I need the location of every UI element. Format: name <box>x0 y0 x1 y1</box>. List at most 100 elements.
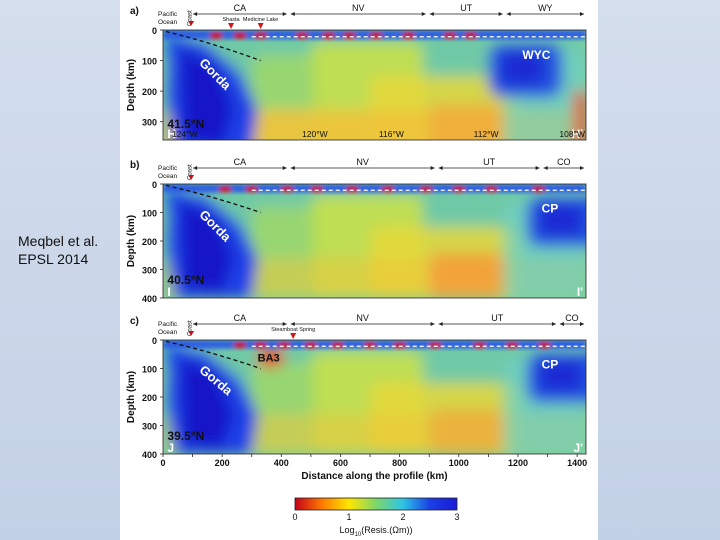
blob <box>429 408 504 454</box>
surface-conductor <box>443 31 457 40</box>
state-arrow-right <box>282 12 287 16</box>
resistivity-section <box>163 340 586 454</box>
surface-conductor <box>464 31 478 40</box>
y-tick-label: 200 <box>142 87 157 97</box>
y-tick-label: 400 <box>142 450 157 460</box>
state-arrow-left <box>506 12 511 16</box>
state-label: NV <box>356 313 369 323</box>
surface-conductor <box>532 185 546 193</box>
state-arrow-left <box>193 322 198 326</box>
citation: Meqbel et al. EPSL 2014 <box>18 232 98 268</box>
y-tick-label: 300 <box>142 266 157 276</box>
surface-conductor <box>218 185 232 193</box>
block-label: WYC <box>522 48 550 62</box>
x-tick-label: 1000 <box>449 458 469 468</box>
surface-conductor <box>538 341 552 349</box>
state-label: UT <box>483 157 495 167</box>
surface-conductor <box>310 185 324 193</box>
colorbar-label: Log10(Resis.(Ωm)) <box>340 525 413 538</box>
state-label: CA <box>234 313 247 323</box>
state-arrow-right <box>282 322 287 326</box>
state-label: CA <box>234 157 247 167</box>
surface-conductor <box>484 185 498 193</box>
surface-conductor <box>245 185 259 193</box>
coast-label: Coast <box>188 320 194 336</box>
latitude-label: 41.5°N <box>167 117 204 131</box>
surface-conductor <box>254 31 268 40</box>
colorbar-tick-label: 1 <box>346 512 351 522</box>
surface-conductor <box>280 185 294 193</box>
profile-end-right: J' <box>574 441 584 455</box>
block-core <box>500 51 545 85</box>
citation-journal: EPSL 2014 <box>18 251 89 267</box>
state-label: UT <box>491 313 503 323</box>
state-label: UT <box>460 3 472 13</box>
state-arrow-left <box>438 166 443 170</box>
volcano-marker <box>290 333 297 339</box>
state-label: WY <box>538 3 553 13</box>
x-tick-label: 0 <box>160 458 165 468</box>
surface-conductor <box>209 31 223 40</box>
panel-2: b) 0 100 200 300 400 Depth (km) CA NV UT CO Pacific… <box>126 157 587 304</box>
latitude-label: 39.5°N <box>167 429 204 443</box>
surface-conductor <box>304 341 318 349</box>
state-arrow-left <box>290 12 295 16</box>
blob <box>429 252 504 298</box>
citation-authors: Meqbel et al. <box>18 233 99 249</box>
volcano-marker <box>257 23 264 29</box>
coast-label: Coast <box>188 10 194 26</box>
volcano-label: Steamboat Spring <box>271 327 315 333</box>
surface-conductor <box>342 31 356 40</box>
state-arrow-right <box>580 12 584 16</box>
state-label: CO <box>557 157 571 167</box>
longitude-label: 116°W <box>379 129 404 139</box>
gorda-core <box>180 201 234 293</box>
profile-end-right: I' <box>577 285 583 299</box>
surface-conductor <box>473 341 487 349</box>
state-arrow-right <box>551 322 556 326</box>
surface-conductor <box>233 31 247 40</box>
y-tick-label: 400 <box>142 294 157 304</box>
panel-letter: c) <box>130 316 139 327</box>
x-axis-label: Distance along the profile (km) <box>301 471 447 482</box>
surface-conductor <box>419 185 433 193</box>
x-tick-label: 800 <box>392 458 407 468</box>
y-axis-label: Depth (km) <box>126 215 137 267</box>
coast-marker <box>188 331 195 336</box>
y-tick-label: 0 <box>152 26 157 36</box>
surface-conductor <box>402 31 416 40</box>
state-arrow-right <box>498 12 503 16</box>
profile-end-left: I <box>167 285 170 299</box>
colorbar-label-prefix: Log <box>340 525 355 535</box>
colorbar-tick-label: 3 <box>454 512 459 522</box>
colorbar-tick-label: 0 <box>292 512 297 522</box>
state-arrow-right <box>282 166 287 170</box>
y-tick-label: 100 <box>142 57 157 67</box>
colorbar-tick-label: 2 <box>400 512 405 522</box>
resistivity-section <box>163 30 586 140</box>
profile-end-right: H' <box>572 127 584 141</box>
gorda-core <box>180 48 234 140</box>
coast-label: Coast <box>188 164 194 180</box>
resistivity-blobs <box>163 30 586 140</box>
anomaly-label: BA3 <box>258 352 280 364</box>
pacific-label: Pacific <box>158 321 178 328</box>
block-core <box>538 359 584 392</box>
surface-conductor <box>369 31 383 40</box>
surface-resistive <box>163 184 586 193</box>
surface-conductor <box>345 185 359 193</box>
panel-3: c) 0 100 200 300 400 Depth (km) CA NV UT CO Pacific… <box>126 313 587 482</box>
state-arrow-left <box>290 166 295 170</box>
pacific-label: Pacific <box>158 11 178 18</box>
surface-conductor <box>505 341 519 349</box>
surface-conductor <box>393 341 407 349</box>
x-tick-label: 1200 <box>508 458 528 468</box>
surface-layer <box>163 340 586 349</box>
y-tick-label: 0 <box>152 336 157 346</box>
y-tick-label: 300 <box>142 118 157 128</box>
y-tick-label: 100 <box>142 365 157 375</box>
y-tick-label: 300 <box>142 422 157 432</box>
ba3-conductor <box>257 347 285 368</box>
